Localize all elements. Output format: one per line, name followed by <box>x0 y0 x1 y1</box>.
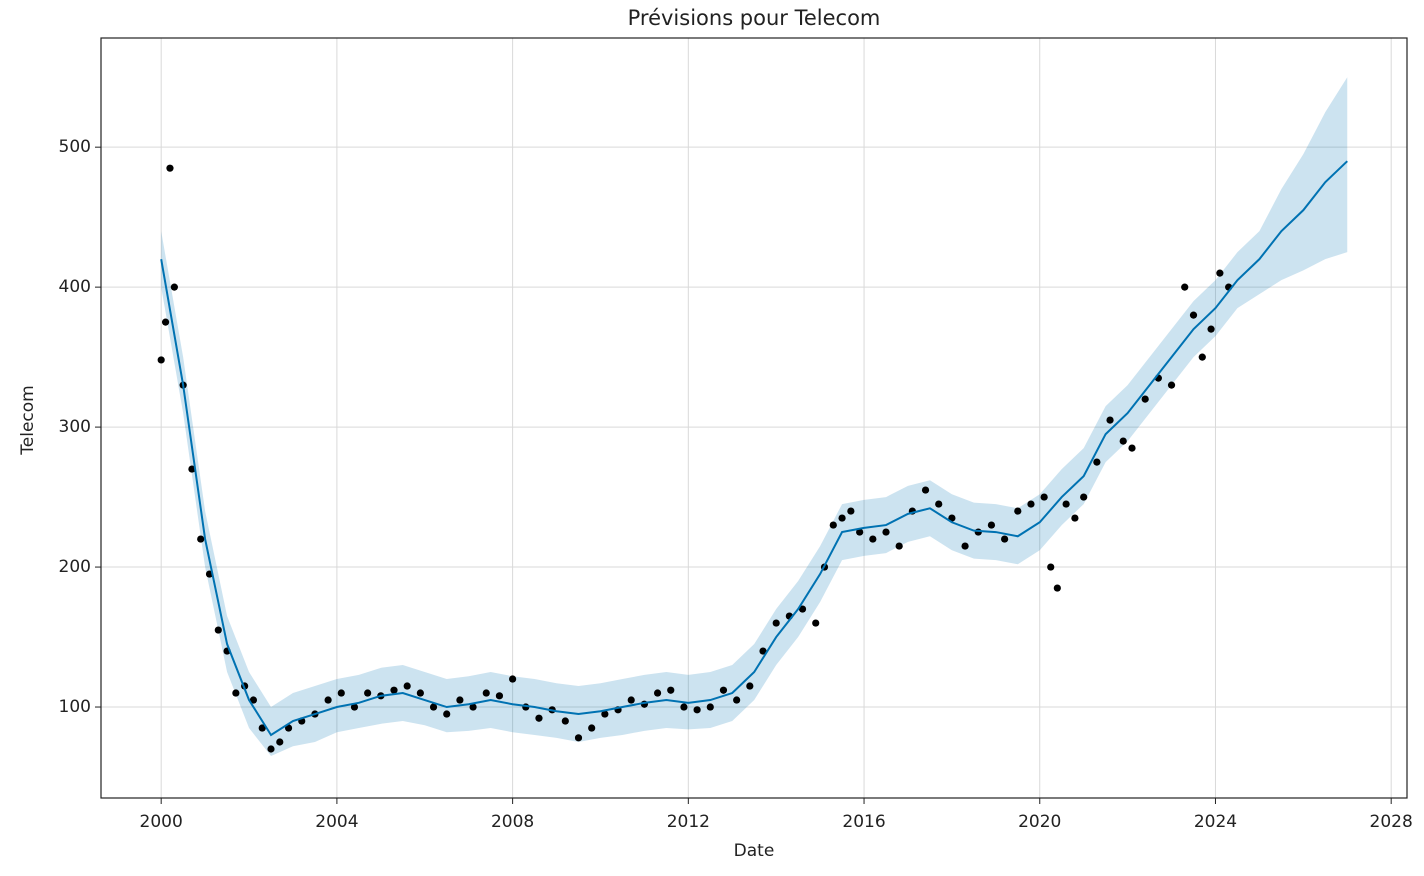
observed-point <box>161 318 170 326</box>
x-tick-label: 2020 <box>1018 812 1061 832</box>
observed-point <box>170 283 178 291</box>
observed-point <box>588 724 596 732</box>
observed-point <box>1198 353 1206 361</box>
observed-point <box>403 682 411 690</box>
observed-point <box>746 682 754 690</box>
observed-point <box>1071 514 1079 522</box>
observed-point <box>267 745 275 753</box>
observed-point <box>719 686 728 694</box>
observed-point <box>1216 269 1224 277</box>
observed-point <box>574 734 583 742</box>
observed-point <box>706 703 714 711</box>
observed-point <box>921 486 930 494</box>
observed-point <box>364 689 372 697</box>
observed-point <box>249 696 258 704</box>
y-tick-label: 400 <box>59 277 91 297</box>
observed-point <box>1027 500 1035 508</box>
plot-frame <box>100 37 1408 799</box>
observed-point <box>535 714 543 722</box>
observed-point <box>443 710 451 718</box>
observed-point <box>166 164 174 172</box>
observed-point <box>1128 444 1136 452</box>
observed-point <box>509 675 517 683</box>
observed-point <box>214 626 222 634</box>
observed-point <box>935 500 943 508</box>
observed-point <box>258 724 266 732</box>
observed-point <box>157 356 165 364</box>
observed-point <box>429 703 438 711</box>
observed-point <box>847 507 855 515</box>
observed-point <box>456 696 464 704</box>
observed-point <box>1040 493 1048 501</box>
observed-point <box>1189 311 1198 319</box>
observed-point <box>1062 500 1070 508</box>
observed-point <box>337 689 345 697</box>
observed-point <box>693 706 701 714</box>
chart-title: Prévisions pour Telecom <box>628 6 881 30</box>
observed-point <box>961 542 969 550</box>
observed-point <box>561 717 569 725</box>
uncertainty-band <box>161 77 1348 757</box>
x-tick-label: 2024 <box>1194 812 1237 832</box>
forecast-line <box>160 160 1348 737</box>
observed-point <box>1167 381 1176 389</box>
x-tick-label: 2004 <box>315 812 358 832</box>
observed-point <box>416 689 424 697</box>
observed-point <box>495 692 504 700</box>
observed-point <box>812 619 820 627</box>
y-tick-label: 500 <box>59 137 91 157</box>
observed-point <box>829 521 837 529</box>
observed-point <box>895 542 903 550</box>
observed-point <box>869 535 877 543</box>
observed-point <box>987 521 996 529</box>
observed-point <box>469 703 477 711</box>
x-tick-label: 2012 <box>667 812 710 832</box>
observed-point <box>1001 535 1009 543</box>
y-tick-label: 300 <box>59 417 91 437</box>
observed-point <box>627 696 635 704</box>
observed-point <box>680 703 688 711</box>
observed-point <box>1080 493 1088 501</box>
observed-point <box>350 703 359 711</box>
observed-point <box>653 689 662 697</box>
observed-point <box>838 514 846 522</box>
observed-point <box>667 686 675 694</box>
observed-point <box>1106 416 1114 424</box>
observed-point <box>601 710 609 718</box>
observed-point <box>856 528 864 536</box>
x-tick-label: 2016 <box>842 812 885 832</box>
y-tick-label: 100 <box>59 697 91 717</box>
observed-point <box>324 696 332 704</box>
observed-point <box>1047 563 1055 571</box>
observed-point <box>482 689 490 697</box>
observed-point <box>390 686 398 694</box>
observed-point <box>1093 458 1101 466</box>
observed-point <box>197 535 205 543</box>
observed-point <box>1207 325 1215 333</box>
y-tick-label: 200 <box>59 557 91 577</box>
observed-point <box>232 689 240 697</box>
observed-point <box>882 528 890 536</box>
observed-point <box>733 696 741 704</box>
observed-point <box>276 738 284 746</box>
observed-point <box>284 724 293 732</box>
observed-point <box>1014 507 1022 515</box>
x-tick-label: 2008 <box>491 812 534 832</box>
x-tick-label: 2028 <box>1370 812 1413 832</box>
observed-point <box>1141 395 1149 403</box>
observed-point <box>1053 584 1061 592</box>
observed-point <box>948 514 956 522</box>
y-axis-label: Telecom <box>18 385 38 455</box>
observed-point <box>759 647 767 655</box>
observed-point <box>772 619 780 627</box>
observed-point <box>1119 437 1127 445</box>
x-axis-label: Date <box>734 841 775 861</box>
observed-point <box>1181 283 1189 291</box>
observed-point <box>798 605 807 613</box>
observed-point <box>188 465 196 473</box>
x-tick-label: 2000 <box>140 812 183 832</box>
